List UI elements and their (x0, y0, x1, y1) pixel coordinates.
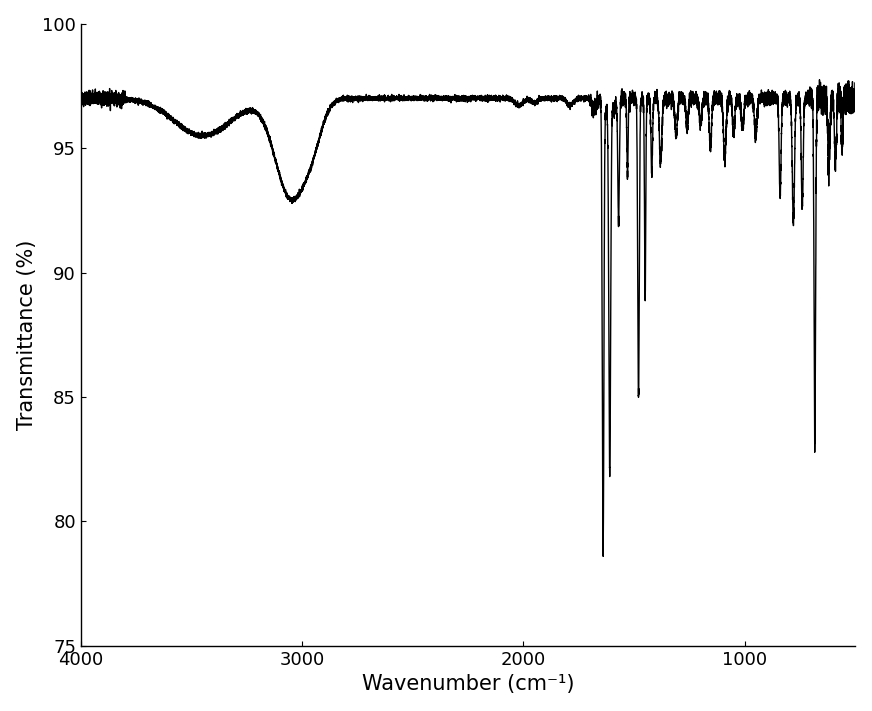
Y-axis label: Transmittance (%): Transmittance (%) (17, 240, 37, 430)
X-axis label: Wavenumber (cm⁻¹): Wavenumber (cm⁻¹) (362, 674, 575, 695)
